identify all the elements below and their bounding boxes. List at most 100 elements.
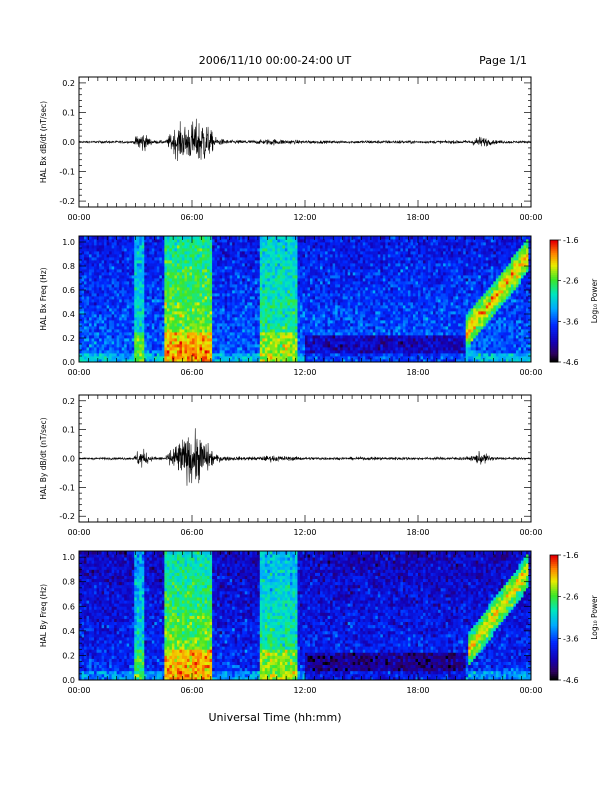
heatmap-cell — [79, 275, 82, 279]
heatmap-cell — [181, 359, 185, 363]
heatmap-cell — [159, 266, 163, 270]
heatmap-cell — [171, 257, 175, 261]
heatmap-cell — [116, 248, 120, 252]
heatmap-cell — [317, 251, 321, 255]
heatmap-cell — [237, 314, 241, 318]
heatmap-cell — [119, 338, 123, 342]
heatmap-cell — [247, 266, 251, 270]
heatmap-cell — [222, 359, 226, 363]
heatmap-cell — [289, 350, 293, 354]
heatmap-cell — [179, 332, 183, 336]
heatmap-cell — [335, 272, 339, 276]
heatmap-cell — [219, 353, 223, 357]
heatmap-cell — [169, 269, 173, 273]
heatmap-cell — [292, 293, 296, 297]
heatmap-cell — [106, 254, 110, 258]
heatmap-cell — [141, 269, 145, 273]
heatmap-cell — [305, 329, 308, 333]
heatmap-cell — [131, 308, 135, 312]
heatmap-cell — [114, 287, 118, 291]
heatmap-cell — [149, 275, 153, 279]
heatmap-cell — [252, 260, 256, 264]
heatmap-cell — [272, 299, 276, 303]
heatmap-cell — [307, 347, 311, 351]
heatmap-cell — [305, 308, 308, 312]
heatmap-cell — [335, 296, 339, 300]
heatmap-cell — [242, 260, 246, 264]
heatmap-cell — [179, 347, 183, 351]
heatmap-cell — [184, 251, 188, 255]
heatmap-cell — [121, 263, 125, 267]
heatmap-cell — [96, 317, 100, 321]
heatmap-cell — [171, 266, 175, 270]
heatmap-cell — [322, 308, 326, 312]
heatmap-cell — [292, 344, 296, 348]
heatmap-cell — [109, 341, 113, 345]
heatmap-cell — [232, 272, 236, 276]
heatmap-cell — [345, 296, 349, 300]
heatmap-cell — [189, 284, 193, 288]
heatmap-cell — [257, 242, 261, 246]
heatmap-cell — [171, 251, 175, 255]
heatmap-cell — [312, 302, 316, 306]
heatmap-cell — [141, 350, 145, 354]
heatmap-cell — [357, 266, 361, 270]
heatmap-cell — [114, 290, 118, 294]
heatmap-cell — [114, 299, 118, 303]
heatmap-cell — [232, 317, 236, 321]
heatmap-cell — [179, 248, 183, 252]
heatmap-cell — [104, 317, 108, 321]
heatmap-cell — [352, 344, 356, 348]
heatmap-cell — [264, 302, 268, 306]
heatmap-cell — [144, 278, 148, 282]
heatmap-cell — [254, 275, 258, 279]
heatmap-cell — [214, 317, 218, 321]
heatmap-cell — [212, 284, 215, 288]
heatmap-cell — [297, 293, 301, 297]
heatmap-cell — [239, 314, 243, 318]
heatmap-cell — [307, 299, 311, 303]
heatmap-cell — [294, 266, 298, 270]
heatmap-cell — [212, 287, 215, 291]
heatmap-cell — [121, 269, 125, 273]
heatmap-cell — [234, 302, 238, 306]
heatmap-cell — [234, 272, 238, 276]
heatmap-cell — [244, 317, 248, 321]
heatmap-cell — [219, 320, 223, 324]
heatmap-cell — [176, 290, 180, 294]
heatmap-cell — [111, 338, 115, 342]
heatmap-cell — [237, 359, 241, 363]
heatmap-cell — [214, 254, 218, 258]
heatmap-cell — [259, 344, 263, 348]
heatmap-cell — [262, 308, 266, 312]
heatmap-cell — [332, 278, 336, 282]
heatmap-cell — [327, 347, 331, 351]
heatmap-cell — [330, 263, 334, 267]
heatmap-cell — [126, 326, 130, 330]
heatmap-cell — [274, 335, 278, 339]
heatmap-cell — [284, 314, 288, 318]
heatmap-cell — [89, 335, 92, 339]
heatmap-cell — [320, 278, 323, 282]
heatmap-cell — [234, 275, 238, 279]
heatmap-cell — [357, 350, 361, 354]
heatmap-cell — [297, 302, 301, 306]
heatmap-cell — [315, 317, 318, 321]
heatmap-cell — [171, 290, 175, 294]
heatmap-cell — [136, 341, 140, 345]
heatmap-cell — [111, 344, 115, 348]
heatmap-cell — [294, 278, 298, 282]
heatmap-cell — [151, 308, 155, 312]
heatmap-cell — [154, 260, 158, 264]
heatmap-cell — [164, 347, 168, 351]
heatmap-cell — [330, 260, 334, 264]
heatmap-cell — [166, 281, 170, 285]
heatmap-cell — [284, 296, 288, 300]
heatmap-cell — [297, 314, 301, 318]
heatmap-cell — [322, 260, 326, 264]
heatmap-cell — [104, 284, 108, 288]
heatmap-cell — [176, 359, 180, 363]
heatmap-cell — [194, 326, 198, 330]
heatmap-cell — [299, 344, 303, 348]
heatmap-cell — [367, 350, 371, 354]
